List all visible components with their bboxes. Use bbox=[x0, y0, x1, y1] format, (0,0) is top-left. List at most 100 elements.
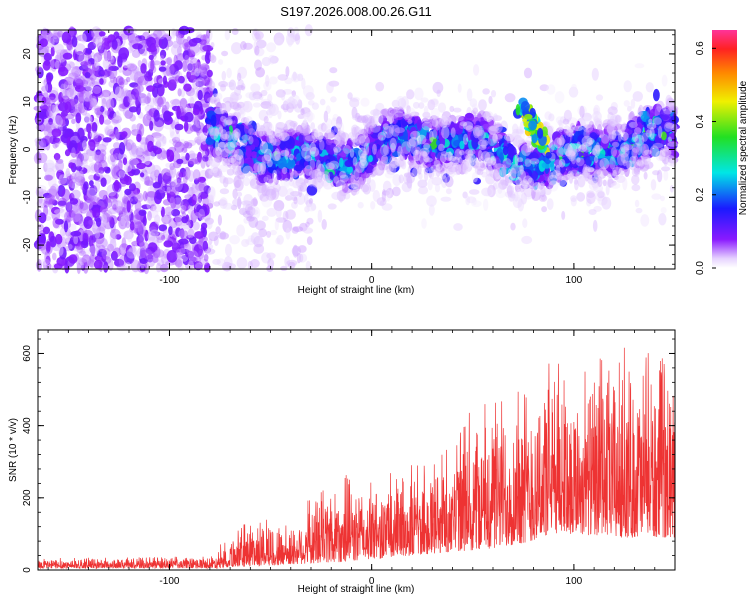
spectrogram-cell bbox=[71, 147, 76, 159]
spectrogram-cell bbox=[174, 259, 183, 268]
spectrogram-cell bbox=[156, 29, 167, 40]
spectrogram-cell bbox=[92, 63, 100, 72]
spectrogram-cell bbox=[150, 97, 155, 110]
spectrogram-cell bbox=[69, 178, 77, 184]
spectrogram-cell bbox=[191, 44, 201, 56]
spectrogram-cell bbox=[372, 166, 380, 176]
spectrogram-cell bbox=[101, 37, 112, 50]
spectrogram-cell bbox=[62, 89, 69, 97]
spectrogram-cell bbox=[306, 203, 317, 212]
spectrogram-cell bbox=[89, 131, 99, 139]
spectrogram-cell bbox=[152, 252, 159, 264]
spectrogram-cell bbox=[286, 259, 298, 266]
spectrogram-cell bbox=[189, 236, 197, 245]
spectrogram-cell bbox=[198, 66, 207, 77]
spectrogram-cell bbox=[156, 259, 165, 267]
spectrogram-cell bbox=[183, 83, 192, 92]
spectrogram-cell bbox=[74, 51, 85, 62]
spectrogram-cell bbox=[131, 65, 139, 75]
spectrogram-cell bbox=[267, 105, 274, 119]
spectrogram-cell bbox=[263, 176, 269, 183]
spectrogram-cell bbox=[588, 209, 597, 215]
spectrogram-cell bbox=[198, 249, 205, 260]
spectrogram-cell bbox=[263, 122, 270, 128]
spectrogram-cell bbox=[99, 114, 105, 125]
spectrogram-cell bbox=[523, 184, 529, 190]
spectrogram-cell bbox=[289, 120, 298, 127]
spectrogram-cell bbox=[64, 149, 71, 157]
spectrogram-cell bbox=[232, 198, 242, 207]
spectrogram-cell bbox=[124, 188, 132, 196]
spectrogram-cell bbox=[142, 190, 148, 202]
spectrogram-cell bbox=[285, 209, 296, 220]
spectrogram-cell bbox=[102, 216, 114, 230]
spectrogram-cell bbox=[432, 129, 438, 140]
spectrogram-cell bbox=[139, 137, 149, 146]
spectrogram-cell bbox=[88, 162, 98, 174]
spectrogram-cell bbox=[321, 219, 327, 230]
spectrogram-cell bbox=[153, 109, 160, 122]
spectrogram-cell bbox=[204, 52, 211, 64]
spectrogram-cell bbox=[167, 211, 172, 219]
spectrogram-cell bbox=[309, 146, 320, 157]
spectrogram-cell bbox=[196, 136, 202, 146]
spectrogram-cell bbox=[184, 142, 193, 149]
spectrogram-cell bbox=[272, 169, 278, 183]
spectrogram-cell bbox=[260, 89, 268, 97]
spectrogram-cell bbox=[244, 116, 253, 125]
spectrogram-cell bbox=[634, 63, 645, 69]
spectrogram-cell bbox=[51, 165, 59, 172]
spectrogram-cell bbox=[520, 101, 530, 112]
spectrogram-cell bbox=[68, 244, 73, 250]
spectrogram-cell bbox=[167, 79, 177, 91]
spectrogram-cell bbox=[218, 126, 224, 137]
spectrogram-cell bbox=[149, 65, 157, 74]
spectrogram-cell bbox=[127, 232, 133, 243]
spectrogram-cell bbox=[592, 219, 598, 232]
spectrogram-cell bbox=[88, 69, 98, 81]
spectrogram-cell bbox=[180, 88, 186, 98]
spectrogram-cell bbox=[176, 171, 183, 183]
spectrogram-cell bbox=[149, 43, 160, 55]
spectrogram-cell bbox=[210, 164, 219, 174]
spectrogram-cell bbox=[174, 141, 185, 153]
spectrogram-cell bbox=[54, 209, 63, 215]
spectrogram-cell bbox=[476, 168, 484, 176]
spectrogram-cell bbox=[129, 211, 134, 224]
spectrogram-cell bbox=[493, 113, 498, 121]
spectrogram-cell bbox=[208, 238, 213, 245]
spectrogram-cell bbox=[188, 153, 199, 159]
spectrogram-cell bbox=[112, 194, 118, 205]
spectrogram-cell bbox=[104, 167, 111, 174]
spectrogram-cell bbox=[101, 92, 110, 105]
spectrogram-cell bbox=[114, 200, 124, 213]
spectrogram-cell bbox=[488, 95, 493, 105]
spectrogram-cell bbox=[294, 32, 301, 45]
spectrogram-cell bbox=[418, 186, 429, 195]
spectrogram-cell bbox=[44, 159, 55, 173]
spectrogram-cell bbox=[137, 76, 149, 86]
spectrogram-cell bbox=[435, 163, 443, 172]
spectrogram-cell bbox=[41, 96, 47, 104]
spectrogram-cell bbox=[271, 187, 280, 200]
spectrogram-cell bbox=[118, 255, 127, 267]
spectrogram-cell bbox=[402, 112, 413, 121]
spectrogram-cell bbox=[137, 60, 142, 67]
spectrogram-cell bbox=[193, 244, 203, 258]
spectrogram-cell bbox=[156, 237, 163, 244]
spectrogram-cell bbox=[46, 262, 52, 270]
spectrogram-cell bbox=[78, 250, 87, 256]
spectrogram-cell bbox=[515, 104, 521, 116]
spectrogram-cell bbox=[144, 156, 151, 166]
spectrogram-cell bbox=[66, 88, 77, 99]
spectrogram-cell bbox=[151, 132, 162, 139]
spectrogram-cell bbox=[116, 94, 122, 102]
spectrogram-cell bbox=[112, 247, 122, 258]
spectrogram-cell bbox=[612, 141, 620, 148]
spectrogram-cell bbox=[453, 107, 462, 113]
spectrogram-cell bbox=[254, 31, 264, 40]
spectrogram-cell bbox=[55, 137, 62, 144]
x-tick-label: -100 bbox=[159, 275, 179, 286]
spectrogram-cell bbox=[408, 137, 420, 147]
spectrogram-cell bbox=[158, 186, 166, 194]
